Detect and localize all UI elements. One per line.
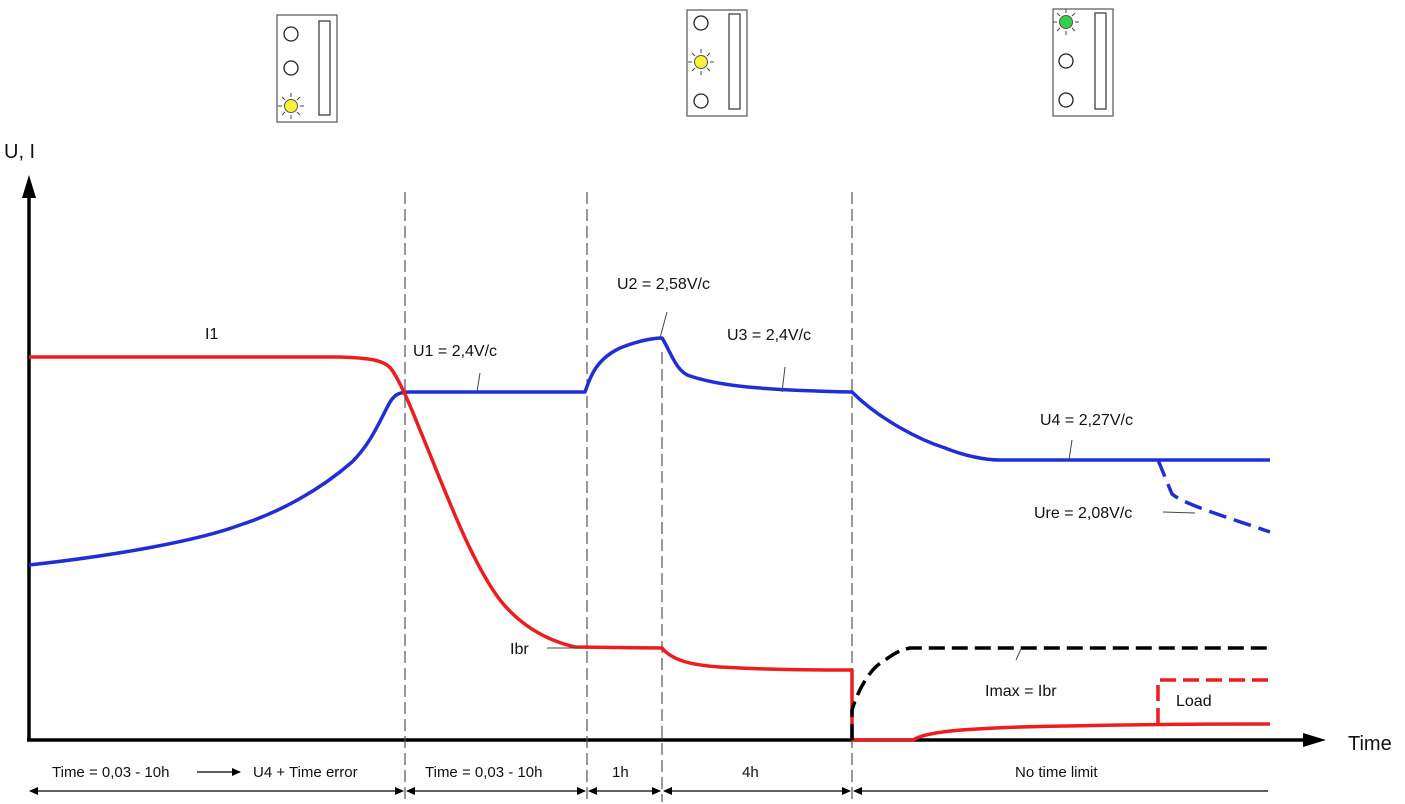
u1-label: U1 = 2,4V/c [413, 343, 497, 360]
u3-label: U3 = 2,4V/c [727, 327, 811, 344]
current-float-curve [852, 722, 1271, 742]
phase-row: Time = 0,03 - 10h U4 + Time error Time =… [29, 762, 1268, 795]
axes: U, I Time [4, 141, 1392, 755]
imax-label: Imax = Ibr [985, 683, 1057, 700]
ure-label: Ure = 2,08V/c [1034, 505, 1132, 522]
lamp-1-icon [693, 15, 709, 31]
phase-2-label: Time = 0,03 - 10h [425, 764, 542, 781]
lamp-1-icon [283, 26, 299, 42]
stage-1-indicator [276, 14, 338, 123]
lamp-3-icon [1058, 92, 1074, 108]
lamp-3-lit-icon [278, 93, 304, 119]
ure-curve [1156, 459, 1271, 534]
phase-1-end-label: U4 + Time error [253, 764, 358, 781]
leader-lines [476, 311, 1196, 661]
load-label: Load [1176, 693, 1212, 710]
i1-label: I1 [205, 326, 218, 343]
voltage-curve [28, 336, 1270, 567]
lamp-2-icon [283, 60, 299, 76]
x-axis-arrow-icon [1303, 733, 1326, 747]
u4-label: U4 = 2,27V/c [1040, 412, 1133, 429]
y-axis-arrow-icon [22, 175, 36, 198]
phase-5-label: No time limit [1015, 764, 1098, 781]
ibr-label: Ibr [510, 641, 529, 658]
phase-1-time-label: Time = 0,03 - 10h [52, 764, 169, 781]
load-curve [1156, 678, 1270, 724]
phase-dividers [404, 192, 853, 802]
u2-label: U2 = 2,58V/c [617, 276, 710, 293]
current-curve [29, 355, 854, 740]
x-axis-label: Time [1348, 733, 1392, 755]
curve-labels: I1 U1 = 2,4V/c U2 = 2,58V/c U3 = 2,4V/c … [205, 276, 1212, 710]
lamp-2-icon [1058, 53, 1074, 69]
lamp-1-lit-icon [1053, 9, 1079, 35]
stage-3-indicator [1052, 8, 1114, 117]
phase-3-label: 1h [612, 764, 629, 781]
stage-2-indicator [686, 9, 748, 117]
y-axis-label: U, I [4, 141, 35, 163]
phase-4-label: 4h [742, 764, 759, 781]
lamp-2-lit-icon [688, 49, 714, 75]
lamp-3-icon [693, 93, 709, 109]
